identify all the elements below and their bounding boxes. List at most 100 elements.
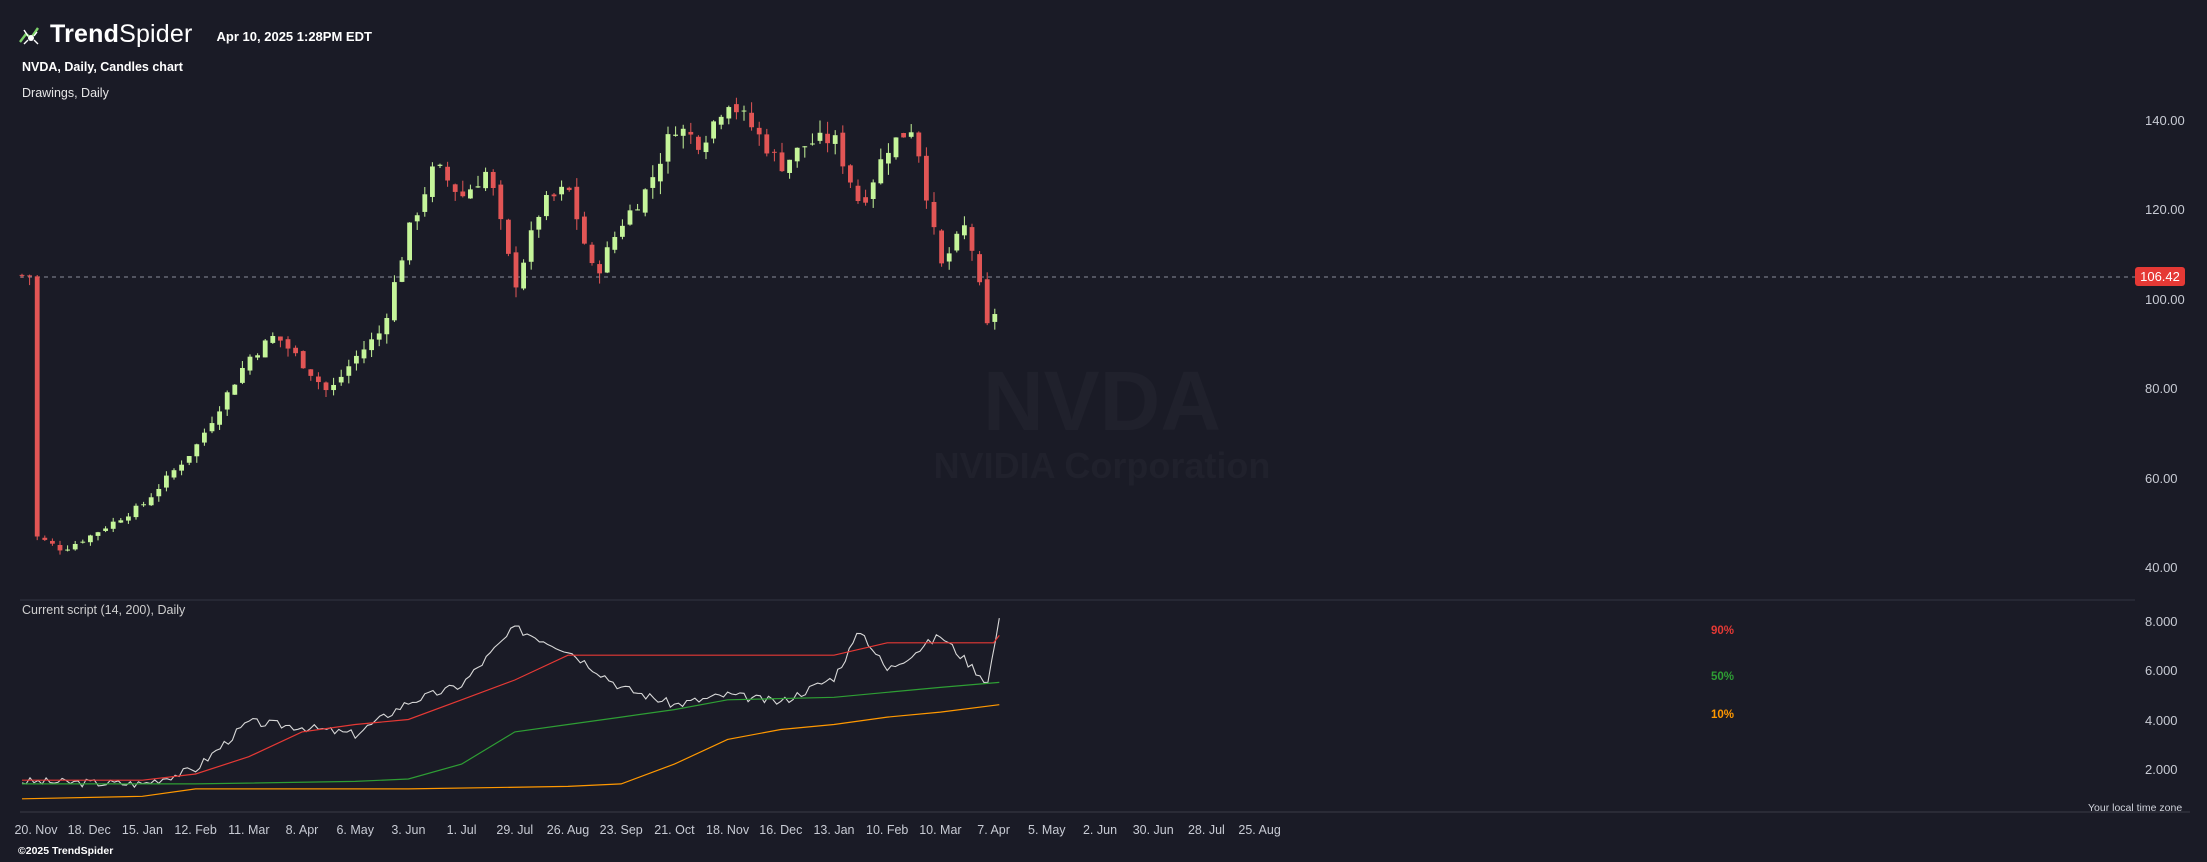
- candle-body: [72, 543, 78, 550]
- candle-body: [703, 142, 709, 153]
- candle: [27, 274, 32, 286]
- candle-body: [95, 532, 101, 536]
- chart-title[interactable]: NVDA, Daily, Candles chart: [22, 60, 183, 74]
- spider-logo-icon: [19, 26, 39, 44]
- watermark-name: NVIDIA Corporation: [934, 445, 1271, 486]
- candle: [969, 223, 975, 261]
- candle: [179, 460, 184, 476]
- candle: [886, 143, 891, 175]
- candle-body: [992, 314, 998, 322]
- indicator-label[interactable]: Current script (14, 200), Daily: [22, 603, 186, 617]
- candle: [293, 345, 298, 357]
- candle: [810, 133, 815, 146]
- candle-body: [240, 367, 245, 383]
- candle-body: [589, 244, 595, 264]
- candle: [764, 128, 770, 157]
- candle: [908, 124, 914, 139]
- candle-body: [247, 356, 253, 371]
- candle-body: [810, 143, 815, 145]
- candle: [164, 471, 169, 492]
- candle: [855, 179, 861, 204]
- candle: [977, 250, 982, 286]
- candle-body: [278, 336, 283, 341]
- last-price-badge: [2135, 267, 2185, 286]
- candle-body: [262, 340, 268, 358]
- candle-body: [741, 110, 747, 112]
- candle-body: [50, 540, 55, 544]
- candle-body: [316, 376, 321, 383]
- candle: [680, 124, 686, 149]
- price-tick: 100.00: [2145, 292, 2185, 307]
- candle-body: [483, 171, 488, 189]
- candle: [756, 121, 762, 146]
- time-axis[interactable]: 20. Nov 18. Dec 15. Jan 12. Feb 11. Mar 8. Ap…: [14, 823, 1280, 837]
- candle: [984, 272, 990, 326]
- candle: [916, 131, 922, 163]
- candle-body: [110, 521, 116, 529]
- candles-layer: [19, 97, 998, 555]
- candle: [270, 332, 276, 344]
- candle-body: [908, 132, 914, 137]
- candle: [832, 130, 838, 155]
- candle: [148, 493, 154, 506]
- candle-body: [422, 194, 428, 212]
- candle-body: [414, 215, 420, 222]
- time-tick: 3. Jun: [391, 823, 425, 837]
- candle: [72, 540, 78, 551]
- candle: [285, 336, 291, 357]
- candle-body: [597, 264, 602, 274]
- candle-body: [756, 127, 762, 135]
- candle-body: [984, 279, 990, 324]
- candle-body: [954, 233, 960, 251]
- candle: [825, 121, 830, 153]
- candle-body: [832, 135, 838, 144]
- header: Trend Spider Apr 10, 2025 1:28PM EDT: [18, 20, 372, 49]
- candle: [247, 354, 253, 375]
- candle-body: [764, 134, 770, 154]
- candle: [506, 218, 511, 257]
- candle: [718, 114, 724, 130]
- time-tick: 1. Jul: [447, 823, 477, 837]
- candle-body: [658, 163, 663, 182]
- candle: [931, 192, 937, 235]
- candle-body: [787, 159, 792, 173]
- candle-body: [255, 355, 260, 358]
- candle-body: [88, 535, 93, 543]
- candle: [498, 180, 504, 230]
- candle: [452, 183, 458, 201]
- candle-body: [141, 504, 146, 506]
- candle: [749, 102, 754, 131]
- candle-body: [977, 254, 982, 283]
- candle: [430, 162, 435, 203]
- time-tick: 6. May: [336, 823, 374, 837]
- candle-body: [430, 166, 435, 197]
- candle: [954, 231, 960, 253]
- candle: [399, 257, 405, 283]
- timestamp: Apr 10, 2025 1:28PM EDT: [216, 28, 372, 44]
- time-tick: 10. Mar: [919, 823, 961, 837]
- trendspider-logo[interactable]: Trend Spider: [18, 20, 193, 49]
- candle: [331, 377, 336, 396]
- drawings-label[interactable]: Drawings, Daily: [22, 86, 109, 100]
- candle-body: [346, 366, 352, 376]
- candle: [924, 147, 929, 209]
- candle: [141, 501, 146, 507]
- candle-body: [711, 121, 716, 139]
- candle-body: [688, 131, 694, 135]
- candle: [566, 186, 572, 192]
- candle: [734, 97, 739, 120]
- candle: [620, 219, 625, 240]
- candle-body: [369, 339, 374, 351]
- candle-body: [635, 209, 640, 211]
- time-tick: 23. Sep: [600, 823, 643, 837]
- candle-body: [399, 260, 405, 282]
- candle-body: [42, 537, 48, 540]
- candle-body: [80, 541, 86, 543]
- candle: [627, 204, 633, 226]
- candle: [445, 161, 450, 187]
- candle: [95, 531, 101, 541]
- timezone-note: Your local time zone: [2088, 802, 2183, 814]
- candle: [202, 428, 207, 446]
- candle-body: [620, 225, 625, 237]
